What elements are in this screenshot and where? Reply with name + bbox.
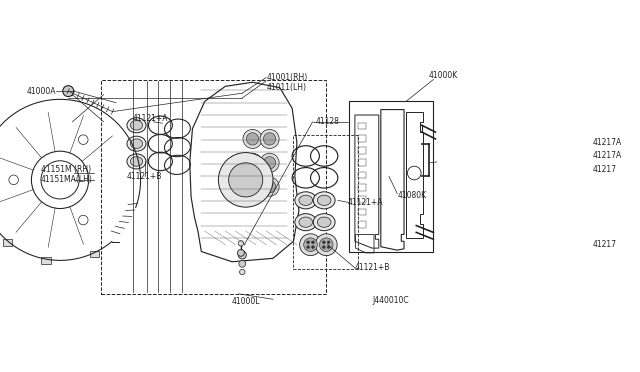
Bar: [358, 171, 366, 179]
Text: 41001(RH): 41001(RH): [266, 73, 307, 82]
Circle shape: [264, 180, 276, 193]
Ellipse shape: [127, 154, 146, 169]
Circle shape: [260, 153, 279, 172]
Circle shape: [327, 246, 330, 248]
Text: 41000A: 41000A: [26, 87, 56, 96]
Ellipse shape: [127, 118, 146, 133]
Text: 41121+A: 41121+A: [133, 114, 168, 123]
Ellipse shape: [295, 192, 317, 209]
Circle shape: [218, 153, 273, 207]
Circle shape: [238, 251, 246, 259]
Text: 41000L: 41000L: [232, 297, 260, 306]
Text: 41217: 41217: [593, 165, 616, 174]
Circle shape: [312, 241, 314, 244]
Bar: [358, 221, 366, 228]
Ellipse shape: [131, 121, 143, 130]
Bar: [358, 196, 366, 203]
Ellipse shape: [127, 136, 146, 151]
Bar: [358, 184, 366, 191]
Bar: [349, 102, 433, 251]
Circle shape: [323, 241, 325, 244]
Circle shape: [327, 241, 330, 244]
Text: 41217: 41217: [593, 240, 616, 249]
Ellipse shape: [313, 192, 335, 209]
Circle shape: [300, 234, 321, 256]
Circle shape: [246, 180, 259, 193]
Bar: [41, 257, 51, 264]
Circle shape: [304, 238, 317, 251]
Bar: [101, 80, 326, 294]
Circle shape: [323, 246, 325, 248]
Circle shape: [307, 241, 310, 244]
Circle shape: [319, 238, 333, 251]
Bar: [358, 147, 366, 154]
Circle shape: [246, 133, 259, 145]
Circle shape: [238, 241, 244, 246]
Circle shape: [243, 153, 262, 172]
Bar: [90, 251, 99, 257]
Circle shape: [243, 129, 262, 148]
Circle shape: [239, 269, 245, 275]
Text: 41217A: 41217A: [593, 138, 621, 147]
Circle shape: [260, 129, 279, 148]
Bar: [294, 135, 358, 269]
Circle shape: [246, 157, 259, 169]
Ellipse shape: [131, 139, 143, 148]
Circle shape: [239, 260, 246, 267]
Circle shape: [228, 163, 263, 197]
Text: 41080K: 41080K: [397, 191, 426, 200]
Circle shape: [237, 250, 244, 256]
Text: 41121+B: 41121+B: [126, 172, 162, 181]
Circle shape: [260, 177, 279, 196]
Ellipse shape: [299, 217, 312, 227]
Circle shape: [312, 246, 314, 248]
Bar: [358, 122, 366, 129]
Circle shape: [307, 246, 310, 248]
Text: 41121+B: 41121+B: [355, 263, 390, 272]
Circle shape: [316, 234, 337, 256]
Circle shape: [264, 157, 276, 169]
Text: 41000K: 41000K: [429, 71, 458, 80]
Circle shape: [63, 86, 74, 97]
Ellipse shape: [299, 195, 312, 205]
Text: 41151MA(LH): 41151MA(LH): [41, 175, 93, 185]
Ellipse shape: [317, 217, 331, 227]
Text: 41011(LH): 41011(LH): [266, 83, 306, 92]
Ellipse shape: [313, 214, 335, 231]
Bar: [358, 135, 366, 142]
Circle shape: [264, 133, 276, 145]
Text: 41217A: 41217A: [593, 151, 621, 160]
Text: J440010C: J440010C: [372, 296, 408, 305]
Text: 41151M (RH): 41151M (RH): [41, 165, 91, 174]
Ellipse shape: [131, 157, 143, 166]
Text: 41121+A: 41121+A: [348, 198, 383, 207]
Ellipse shape: [295, 214, 317, 231]
Circle shape: [243, 177, 262, 196]
Bar: [358, 159, 366, 166]
Text: 41128: 41128: [316, 117, 339, 126]
Bar: [3, 239, 12, 246]
Ellipse shape: [317, 195, 331, 205]
Bar: [358, 209, 366, 215]
